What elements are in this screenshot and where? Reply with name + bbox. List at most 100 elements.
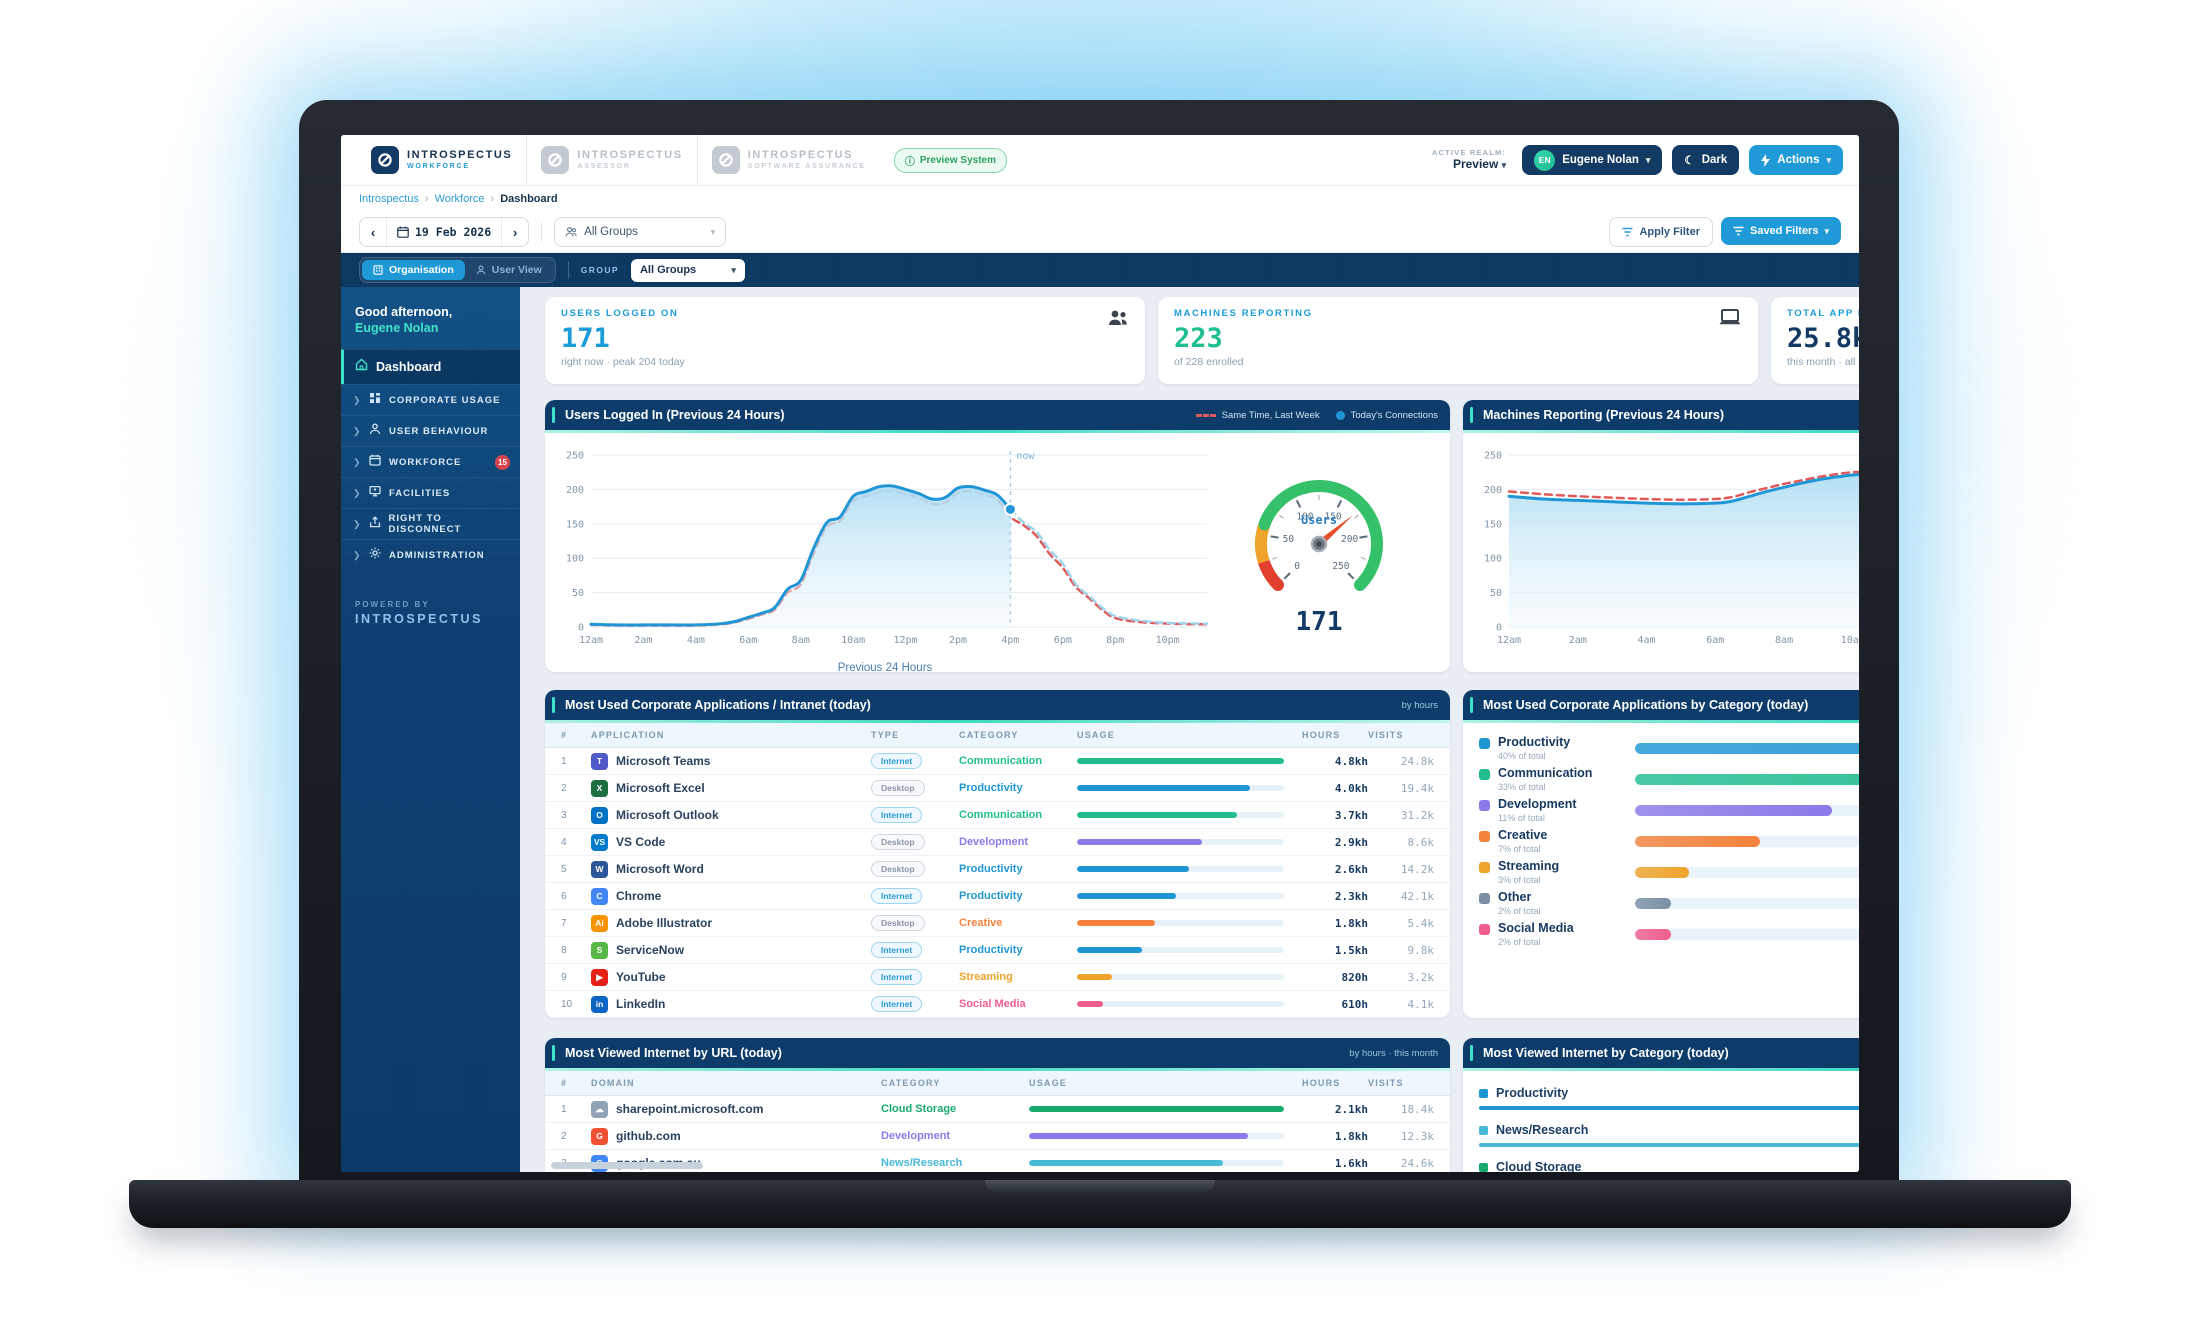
- category-cell: Cloud Storage: [881, 1103, 957, 1115]
- next-day-button[interactable]: ›: [513, 224, 518, 240]
- apps-by-category-panel: Most Used Corporate Applications by Cate…: [1463, 690, 1859, 1018]
- sidebar-item-user-behaviour[interactable]: ❯ USER BEHAVIOUR: [341, 415, 520, 446]
- introspectus-logo-icon: [711, 146, 740, 174]
- category-name: Other: [1498, 890, 1532, 905]
- usage-bar: [1077, 974, 1113, 980]
- svg-text:Users: Users: [1301, 513, 1337, 527]
- domain-name: github.com: [616, 1129, 681, 1143]
- category-row: Productivity 40% of total: [1479, 733, 1859, 764]
- brand-tab-software-assurance[interactable]: INTROSPECTUS SOFTWARE ASSURANCE: [696, 135, 880, 185]
- svg-text:50: 50: [1490, 588, 1502, 599]
- svg-text:200: 200: [566, 485, 584, 496]
- usage-track: [1077, 866, 1284, 872]
- panel-header: Most Viewed Internet by Category (today): [1463, 1038, 1859, 1068]
- category-bar: [1635, 867, 1689, 878]
- active-realm-selector[interactable]: ACTIVE REALM: Preview ▾: [1431, 148, 1507, 171]
- sidebar-item-administration[interactable]: ❯ ADMINISTRATION: [341, 539, 520, 570]
- svg-text:100: 100: [1296, 511, 1313, 522]
- hours-cell: 3.7kh: [1334, 808, 1368, 822]
- usage-cell: [1077, 785, 1302, 791]
- app-name: Microsoft Outlook: [616, 808, 719, 822]
- app-cell: Ai Adobe Illustrator: [591, 914, 871, 932]
- category-bar: [1635, 929, 1671, 940]
- brand-name: INTROSPECTUS: [747, 148, 854, 161]
- introspectus-logo-icon: [541, 146, 570, 174]
- building-icon: [369, 484, 381, 502]
- hours-cell: 4.0kh: [1334, 781, 1368, 795]
- dark-mode-toggle[interactable]: ☾ Dark: [1672, 145, 1740, 175]
- category-bar: [1635, 743, 1859, 754]
- usage-bar: [1029, 1133, 1248, 1139]
- sidebar-item-facilities[interactable]: ❯ FACILITIES: [341, 477, 520, 508]
- hours-cell: 820h: [1341, 970, 1369, 984]
- category-name: Social Media: [1498, 921, 1574, 936]
- organisation-tab[interactable]: Organisation: [362, 260, 465, 280]
- svg-text:4pm: 4pm: [1001, 635, 1019, 646]
- category-row: Streaming 3% of total: [1479, 857, 1859, 888]
- category-dot: [1479, 1125, 1488, 1135]
- user-view-tab[interactable]: User View: [465, 260, 553, 280]
- brand-tab-workforce[interactable]: INTROSPECTUS WORKFORCE: [357, 135, 526, 185]
- x-axis-caption: Previous 24 Hours: [837, 662, 933, 672]
- category-name: Communication: [1498, 766, 1593, 781]
- type-pill: Desktop: [871, 915, 925, 931]
- stat-label: TOTAL APP HOURS: [1787, 308, 1859, 319]
- user-menu[interactable]: EN Eugene Nolan ▾: [1522, 145, 1663, 175]
- svg-text:250: 250: [1484, 451, 1502, 462]
- saved-filters-button[interactable]: Saved Filters ▾: [1720, 217, 1841, 245]
- rank-cell: 2: [561, 782, 567, 794]
- column-header: #: [561, 730, 568, 740]
- category-row: Social Media 2% of total: [1479, 919, 1859, 950]
- usage-bar: [1077, 812, 1237, 818]
- sidebar-item-workforce[interactable]: ❯ WORKFORCE 15: [341, 446, 520, 477]
- product-switcher: INTROSPECTUS WORKFORCE INTROSPECTUS ASSESSO…: [357, 135, 880, 185]
- actions-button[interactable]: Actions ▾: [1749, 145, 1843, 175]
- svg-text:50: 50: [1283, 534, 1295, 545]
- type-pill: Internet: [871, 753, 923, 769]
- category-cell: Development: [959, 836, 1029, 848]
- panel-meta: by hours · this month: [1349, 1047, 1438, 1059]
- domain-name: sharepoint.microsoft.com: [616, 1102, 764, 1116]
- sidebar-item-label: WORKFORCE: [389, 456, 462, 468]
- horizontal-scrollbar[interactable]: [551, 1162, 703, 1169]
- usage-track: [1077, 785, 1284, 791]
- sidebar-item-corporate-usage[interactable]: ❯ CORPORATE USAGE: [341, 384, 520, 415]
- app-icon: Ai: [591, 914, 608, 932]
- laptop-notch: [985, 1180, 1215, 1193]
- visits-cell: 9.8k: [1407, 943, 1435, 957]
- group-filter-dropdown[interactable]: All Groups ▾: [554, 217, 727, 247]
- lightning-icon: [1761, 153, 1771, 167]
- building-icon: [373, 265, 383, 275]
- category-name: Productivity: [1496, 1086, 1569, 1100]
- users-gauge: 0 50 100 150 200 250 Users 171: [1221, 456, 1417, 641]
- grid-icon: [369, 391, 381, 409]
- panel-header: Users Logged In (Previous 24 Hours) Same…: [545, 400, 1450, 430]
- rank-cell: 9: [561, 971, 567, 983]
- breadcrumb-item[interactable]: Introspectus: [359, 193, 419, 205]
- category-track: [1635, 898, 1859, 909]
- apply-filter-button[interactable]: Apply Filter: [1609, 217, 1713, 247]
- usage-cell: [1077, 947, 1302, 953]
- category-dot: [1479, 893, 1490, 905]
- category-row: Communication 33% of total: [1479, 764, 1859, 795]
- brand-tab-assessor[interactable]: INTROSPECTUS ASSESSOR: [526, 135, 696, 185]
- visits-cell: 31.2k: [1400, 808, 1434, 822]
- group-select[interactable]: All Groups ▾: [630, 258, 745, 282]
- hours-cell: 2.3kh: [1334, 889, 1368, 903]
- svg-text:12am: 12am: [579, 635, 603, 646]
- breadcrumb-item[interactable]: Workforce: [434, 193, 485, 205]
- category-cell: Social Media: [959, 998, 1026, 1010]
- sidebar-item-right-to-disconnect[interactable]: ❯ RIGHT TO DISCONNECT: [341, 508, 520, 539]
- category-percent: 2% of total: [1498, 905, 1541, 916]
- svg-text:now: now: [1016, 451, 1035, 462]
- visits-cell: 8.6k: [1407, 835, 1435, 849]
- usage-track: [1077, 947, 1284, 953]
- date-display[interactable]: 19 Feb 2026: [386, 218, 503, 246]
- category-cell: Streaming: [959, 971, 1013, 983]
- hours-cell: 610h: [1341, 997, 1369, 1011]
- prev-day-button[interactable]: ‹: [370, 224, 376, 240]
- visits-cell: 24.8k: [1400, 754, 1434, 768]
- app-name: Microsoft Excel: [616, 781, 705, 795]
- visits-cell: 14.2k: [1400, 862, 1434, 876]
- sidebar-item-dashboard[interactable]: Dashboard: [341, 349, 520, 384]
